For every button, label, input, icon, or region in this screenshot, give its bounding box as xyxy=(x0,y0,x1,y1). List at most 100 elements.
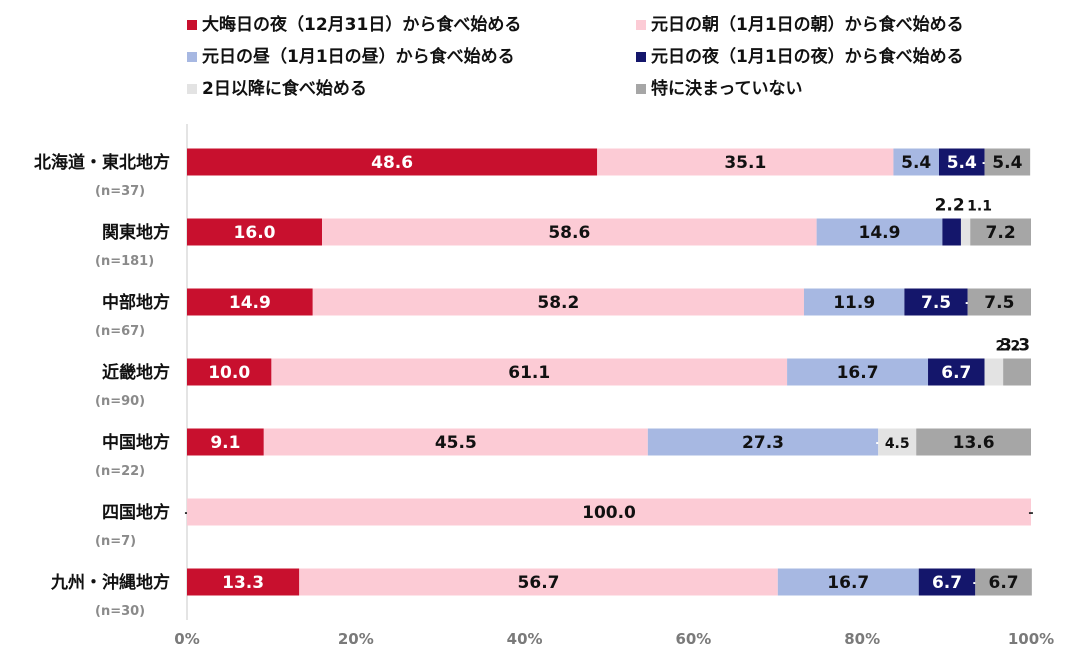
bar-segment-r1-s4 xyxy=(939,148,985,176)
data-label-r2-s1: 16.0 xyxy=(234,223,276,243)
data-label-r5-s2: 45.5 xyxy=(435,433,477,453)
legend-label-4: 元日の夜（1月1日の夜）から食べ始める xyxy=(651,46,964,67)
data-label-r7-s3: 16.7 xyxy=(827,573,869,593)
bar-segment-r1-s2 xyxy=(597,148,894,176)
sample-size-label-7: (n=30) xyxy=(95,604,145,619)
bar-segment-r2-s6 xyxy=(970,218,1031,246)
bar-segment-r1-s6 xyxy=(984,148,1031,176)
bar-segment-r5-s1 xyxy=(187,428,264,456)
data-label-r3-s1: 14.9 xyxy=(229,293,271,313)
bar-segment-r1-s3 xyxy=(893,148,940,176)
legend-swatch-4 xyxy=(636,52,646,62)
bar-segment-r7-s2 xyxy=(299,568,778,596)
legend-label-2: 元日の朝（1月1日の朝）から食べ始める xyxy=(651,14,964,35)
bar-segment-r4-s2 xyxy=(271,358,788,386)
x-tick-label-6: 100% xyxy=(1008,630,1054,648)
legend-swatch-2 xyxy=(636,20,646,30)
bar-segment-r2-s5 xyxy=(960,218,971,246)
legend-swatch-1 xyxy=(187,20,197,30)
data-label-r5-s6: 13.6 xyxy=(953,433,995,453)
bar-segment-r5-s3 xyxy=(647,428,879,456)
bar-segment-r3-s3 xyxy=(803,288,905,316)
category-label-2: 関東地方 xyxy=(102,222,170,243)
legend-swatch-3 xyxy=(187,52,197,62)
x-tick-label-4: 60% xyxy=(675,630,711,648)
bar-segment-r4-s1 xyxy=(187,358,272,386)
data-label-r3-s4: 7.5 xyxy=(921,293,951,313)
x-tick-label-1: 0% xyxy=(174,630,199,648)
data-label-r1-s2: 35.1 xyxy=(724,153,766,173)
data-label-r7-s2: 56.7 xyxy=(518,573,560,593)
category-label-3: 中部地方 xyxy=(102,292,170,313)
data-label-r3-s3: 11.9 xyxy=(833,293,875,313)
data-label-r1-s3: 5.4 xyxy=(901,153,931,173)
bar-segment-r3-s1 xyxy=(187,288,313,316)
sample-size-label-6: (n=7) xyxy=(95,534,136,549)
data-label-r5-s5: 4.5 xyxy=(885,436,910,452)
data-label-r4-s2: 61.1 xyxy=(508,363,550,383)
data-label-r6-s3: - xyxy=(1028,506,1033,521)
data-label-r4-s3: 16.7 xyxy=(837,363,879,383)
sample-size-label-2: (n=181) xyxy=(95,254,154,269)
data-label-r3-s2: 58.2 xyxy=(537,293,579,313)
bar-segment-r4-s3 xyxy=(787,358,929,386)
data-label-r1-s4: 5.4 xyxy=(947,153,977,173)
data-label-r7-s1: 13.3 xyxy=(222,573,264,593)
data-label-r4-s4: 6.7 xyxy=(941,363,971,383)
category-label-6: 四国地方 xyxy=(102,502,170,523)
x-tick-label-5: 80% xyxy=(844,630,880,648)
bar-segment-r5-s5 xyxy=(878,428,917,456)
data-label-r4-s1: 10.0 xyxy=(208,363,250,383)
legend-swatch-5 xyxy=(187,84,197,94)
category-label-1: 北海道・東北地方 xyxy=(34,152,170,173)
bar-segment-r4-s4 xyxy=(928,358,985,386)
data-label-r7-s6: 6.7 xyxy=(989,573,1019,593)
data-label-r2-s2: 58.6 xyxy=(548,223,590,243)
legend-label-5: 2日以降に食べ始める xyxy=(202,78,367,99)
legend-label-1: 大晦日の夜（12月31日）から食べ始める xyxy=(202,14,521,35)
category-label-5: 中国地方 xyxy=(102,432,170,453)
bar-segment-r5-s6 xyxy=(916,428,1031,456)
bar-segment-r4-s5 xyxy=(984,358,1004,386)
bar-segment-r7-s3 xyxy=(777,568,919,596)
bar-segment-r3-s2 xyxy=(312,288,804,316)
bar-segment-r7-s1 xyxy=(187,568,300,596)
x-tick-label-2: 20% xyxy=(338,630,374,648)
legend-label-6: 特に決まっていない xyxy=(651,78,802,99)
bar-segment-r6-s2 xyxy=(187,498,1031,526)
bar-segment-r2-s1 xyxy=(187,218,323,246)
data-label-r7-s4: 6.7 xyxy=(932,573,962,593)
bar-segment-r3-s6 xyxy=(967,288,1031,316)
sample-size-label-1: (n=37) xyxy=(95,184,145,199)
bar-segment-r2-s4 xyxy=(942,218,961,246)
x-tick-label-3: 40% xyxy=(507,630,543,648)
data-label-r5-s1: 9.1 xyxy=(210,433,240,453)
data-label-r2-s4: 2.2 xyxy=(935,196,965,216)
data-label-r4-s5: 2.2 xyxy=(995,339,1020,355)
data-label-r2-s5: 1.1 xyxy=(967,199,992,215)
data-label-r4-s6: 3.3 xyxy=(1000,336,1030,356)
data-label-r6-s2: 100.0 xyxy=(582,503,636,523)
sample-size-label-5: (n=22) xyxy=(95,464,145,479)
data-label-r1-s1: 48.6 xyxy=(371,153,413,173)
bar-segment-r3-s4 xyxy=(904,288,968,316)
bar-segment-r4-s6 xyxy=(1003,358,1031,386)
sample-size-label-4: (n=90) xyxy=(95,394,145,409)
data-label-r1-s6: 5.4 xyxy=(992,153,1022,173)
sample-size-label-3: (n=67) xyxy=(95,324,145,339)
data-label-r2-s6: 7.2 xyxy=(986,223,1016,243)
data-label-r5-s3: 27.3 xyxy=(742,433,784,453)
bar-segment-r1-s1 xyxy=(187,148,598,176)
bar-segment-r2-s2 xyxy=(322,218,817,246)
category-label-7: 九州・沖縄地方 xyxy=(50,572,170,593)
data-label-r3-s6: 7.5 xyxy=(984,293,1014,313)
category-label-4: 近畿地方 xyxy=(102,362,170,383)
bar-segment-r7-s4 xyxy=(918,568,976,596)
bar-segment-r7-s6 xyxy=(975,568,1032,596)
legend-swatch-6 xyxy=(636,84,646,94)
bar-segment-r2-s3 xyxy=(816,218,943,246)
data-label-r2-s3: 14.9 xyxy=(859,223,901,243)
legend-label-3: 元日の昼（1月1日の昼）から食べ始める xyxy=(202,46,515,67)
bar-segment-r5-s2 xyxy=(263,428,648,456)
